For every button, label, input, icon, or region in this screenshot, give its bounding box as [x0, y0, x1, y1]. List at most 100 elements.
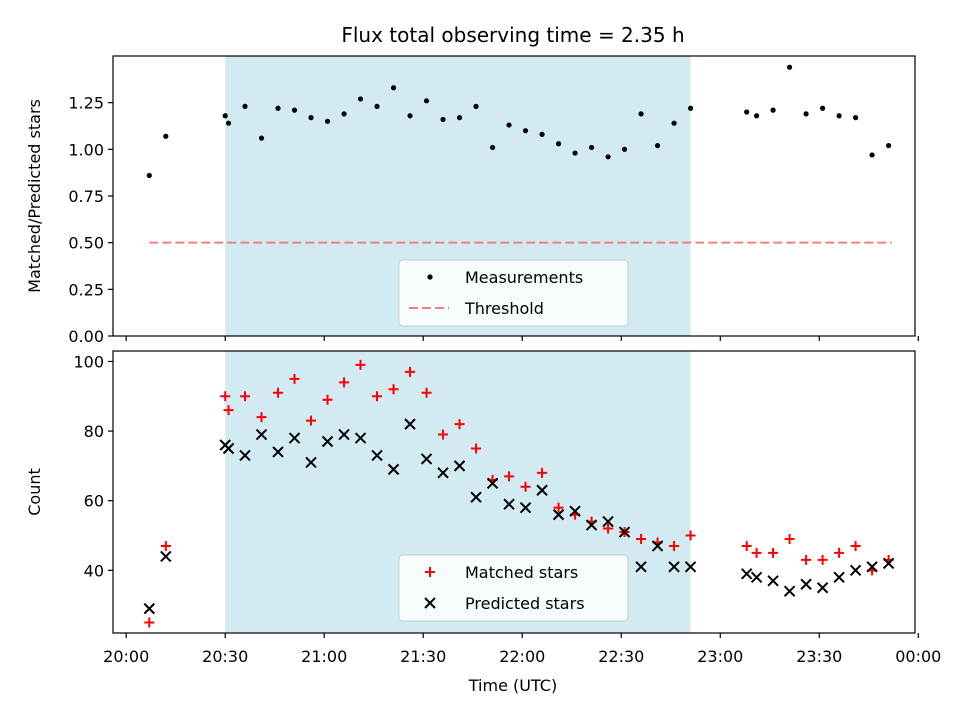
measurement-point	[803, 111, 809, 117]
measurement-point	[374, 103, 380, 109]
measurement-point	[222, 113, 228, 119]
measurement-point	[242, 103, 248, 109]
legend: Matched stars Predicted stars	[398, 554, 629, 622]
predicted-star-point	[767, 575, 779, 587]
measurement-point	[324, 118, 331, 124]
matched-star-point	[504, 471, 515, 482]
predicted-star-point	[569, 505, 581, 517]
count-panel: 40 60 80 100 20:00 20:30 21:00 21:30 22:00 22:30 2…	[25, 350, 941, 666]
measurement-point	[588, 144, 595, 151]
predicted-star-point	[552, 508, 565, 521]
x-tick-label: 21:30	[400, 647, 446, 666]
matched-star-point	[801, 554, 812, 565]
matched-star-point	[438, 429, 449, 440]
legend-label: Measurements	[465, 268, 583, 287]
matched-star-point	[741, 540, 752, 551]
matched-star-point	[553, 502, 564, 513]
predicted-star-point	[684, 561, 697, 573]
x-tick-label: 22:30	[598, 647, 644, 666]
predicted-star-point	[503, 498, 515, 510]
x-tick-label: 22:00	[499, 647, 545, 666]
legend-label: Matched stars	[465, 563, 578, 582]
measurement-point	[275, 105, 281, 111]
y-tick-label: 0.00	[68, 327, 104, 346]
legend-box	[398, 259, 629, 327]
predicted-star-point	[618, 526, 631, 538]
measurement-point	[440, 116, 446, 123]
legend-label: Predicted stars	[465, 594, 585, 613]
matched-star-point	[160, 540, 171, 551]
measurement-point	[357, 96, 364, 102]
predicted-star-point	[437, 467, 449, 479]
predicted-star-point	[536, 484, 548, 496]
predicted-star-point	[321, 435, 334, 448]
predicted-star-point	[783, 585, 796, 597]
matched-star-point	[537, 467, 548, 478]
predicted-star-point	[750, 571, 763, 584]
legend-label: Threshold	[464, 299, 544, 318]
matched-star-point	[471, 443, 482, 454]
matched-star-point	[220, 391, 231, 402]
measurement-point	[225, 120, 232, 126]
measurement-point	[456, 115, 463, 121]
y-tick-label: 0.50	[68, 234, 104, 253]
matched-star-point	[834, 547, 845, 558]
measurement-point	[819, 105, 826, 111]
legend: Measurements Threshold	[398, 259, 629, 327]
predicted-star-point	[486, 477, 499, 490]
matched-star-point	[685, 530, 696, 541]
measurement-point	[836, 113, 842, 119]
matched-star-point	[289, 373, 300, 384]
predicted-star-point	[338, 428, 350, 441]
predicted-star-point	[849, 564, 862, 577]
measurement-point	[770, 107, 776, 113]
matched-star-point	[322, 394, 333, 405]
measurement-point	[605, 154, 611, 160]
predicted-star-point	[288, 432, 301, 444]
matched-star-point	[768, 547, 779, 558]
predicted-star-point	[255, 428, 268, 441]
measurement-point	[522, 128, 529, 134]
predicted-star-point	[833, 571, 845, 584]
matched-star-point	[223, 405, 234, 416]
matched-star-point	[240, 391, 251, 402]
x-tick-label: 20:30	[202, 647, 248, 666]
x-tick-label: 21:00	[301, 647, 347, 666]
predicted-star-point	[519, 501, 532, 514]
legend-predicted-marker	[424, 597, 436, 609]
matched-star-point	[817, 554, 828, 565]
measurement-point	[885, 143, 892, 149]
measurement-point	[654, 143, 661, 149]
matched-star-point	[256, 412, 267, 423]
predicted-star-point	[420, 453, 433, 465]
y-tick-label: 0.75	[68, 187, 104, 206]
ratio-panel: 0.00 0.25 0.50 0.75 1.00 1.25 Matched/Predicte…	[25, 55, 919, 346]
predicted-star-point	[740, 568, 753, 580]
matched-star-point	[388, 384, 399, 395]
predicted-star-point	[470, 491, 482, 503]
x-tick-label: 23:00	[697, 647, 743, 666]
measurement-point	[407, 113, 413, 119]
predicted-star-point	[882, 557, 895, 570]
y-tick-label: 1.25	[68, 94, 104, 113]
measurement-point	[555, 141, 562, 147]
predicted-star-point	[272, 446, 284, 458]
measurement-point	[146, 172, 152, 179]
measurement-point	[473, 103, 479, 109]
predicted-star-point	[222, 442, 235, 455]
y-tick-label: 1.00	[68, 140, 104, 159]
predicted-star-point	[800, 578, 812, 590]
measurement-point	[308, 115, 314, 121]
measurement-point	[423, 98, 430, 104]
y-tick-label: 40	[84, 561, 104, 580]
measurement-point	[786, 64, 793, 70]
measurement-point	[753, 113, 760, 119]
axes-frame	[112, 350, 916, 634]
matched-star-point	[339, 377, 350, 388]
measurement-point	[163, 133, 169, 139]
measurement-point	[572, 150, 578, 156]
measurement-point	[621, 146, 628, 152]
matched-star-point	[454, 419, 465, 430]
predicted-star-point	[239, 449, 251, 462]
